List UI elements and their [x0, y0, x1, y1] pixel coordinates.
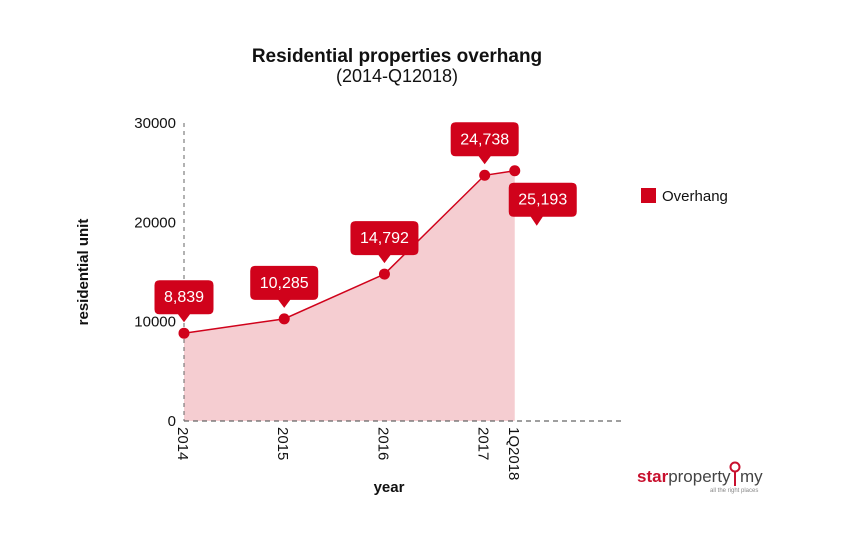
data-callout-1Q2018: 25,193: [508, 182, 577, 226]
point-layer: [178, 165, 521, 339]
data-callout-2016: 14,792: [350, 221, 419, 264]
legend: Overhang: [641, 188, 728, 205]
data-point-1Q2018: [509, 165, 521, 177]
data-callout-bubble: [508, 182, 577, 226]
x-axis-title: year: [374, 479, 405, 496]
area-layer: [184, 170, 515, 421]
data-callout-2014: 8,839: [154, 280, 214, 323]
location-pin-icon: [729, 461, 741, 486]
x-tick-label: 2014: [174, 427, 191, 460]
brand-logo: starproperty my all the right places: [637, 461, 763, 494]
data-callout-2017: 24,738: [450, 122, 519, 165]
x-tick-label: 2015: [274, 427, 291, 460]
data-callout-bubble: [154, 280, 214, 323]
data-callout-bubble: [350, 221, 419, 264]
data-callout-bubble: [450, 122, 519, 165]
data-label: 8,839: [164, 289, 204, 306]
series-area: [184, 170, 515, 421]
svg-text:starproperty: starproperty: [637, 467, 731, 486]
axis-layer: [183, 123, 625, 422]
brand-name-property: property: [668, 467, 731, 486]
y-tick-label: 20000: [134, 214, 176, 231]
y-axis-title: residential unit: [75, 219, 92, 326]
brand-name-my: my: [740, 467, 763, 486]
legend-swatch: [641, 188, 656, 203]
chart-subtitle: (2014-Q12018): [336, 66, 458, 86]
x-tick-label: 1Q2018: [505, 427, 522, 480]
data-label: 24,738: [460, 131, 509, 148]
y-tick-label: 30000: [134, 115, 176, 132]
callout-layer: 8,839 10,285 14,792 24,738 25,193: [154, 122, 577, 323]
data-callout-bubble: [250, 265, 319, 308]
y-tick-label: 10000: [134, 314, 176, 331]
data-label: 10,285: [260, 275, 309, 292]
data-point-2014: [178, 327, 190, 339]
data-point-2015: [278, 313, 290, 325]
data-point-2017: [479, 169, 491, 181]
brand-name-star: star: [637, 467, 669, 486]
data-point-2016: [378, 268, 390, 280]
y-tick-label: 0: [168, 413, 176, 430]
data-label: 14,792: [360, 230, 409, 247]
legend-label: Overhang: [662, 188, 728, 205]
x-tick-label: 2016: [374, 427, 391, 460]
data-callout-2015: 10,285: [250, 265, 319, 308]
x-tick-label: 2017: [475, 427, 492, 460]
chart-title: Residential properties overhang: [252, 46, 542, 67]
tick-layer: 0 10000 20000 30000 2014 2015 2016 2017 1Q2018: [134, 115, 521, 480]
brand-tagline: all the right places: [710, 488, 758, 494]
data-label: 25,193: [518, 192, 567, 209]
